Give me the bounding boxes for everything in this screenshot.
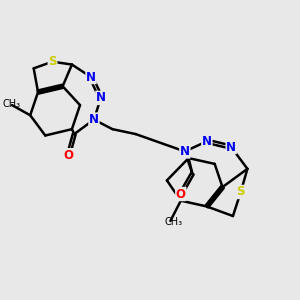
Text: O: O: [176, 188, 186, 200]
Text: O: O: [63, 149, 74, 162]
Text: N: N: [89, 113, 99, 126]
Text: N: N: [180, 145, 190, 158]
Text: CH₃: CH₃: [164, 218, 182, 227]
Text: N: N: [86, 70, 96, 83]
Text: N: N: [202, 135, 212, 148]
Text: CH₃: CH₃: [3, 99, 21, 109]
Text: S: S: [48, 55, 57, 68]
Text: S: S: [236, 185, 245, 199]
Text: N: N: [226, 141, 236, 154]
Text: N: N: [96, 92, 106, 104]
